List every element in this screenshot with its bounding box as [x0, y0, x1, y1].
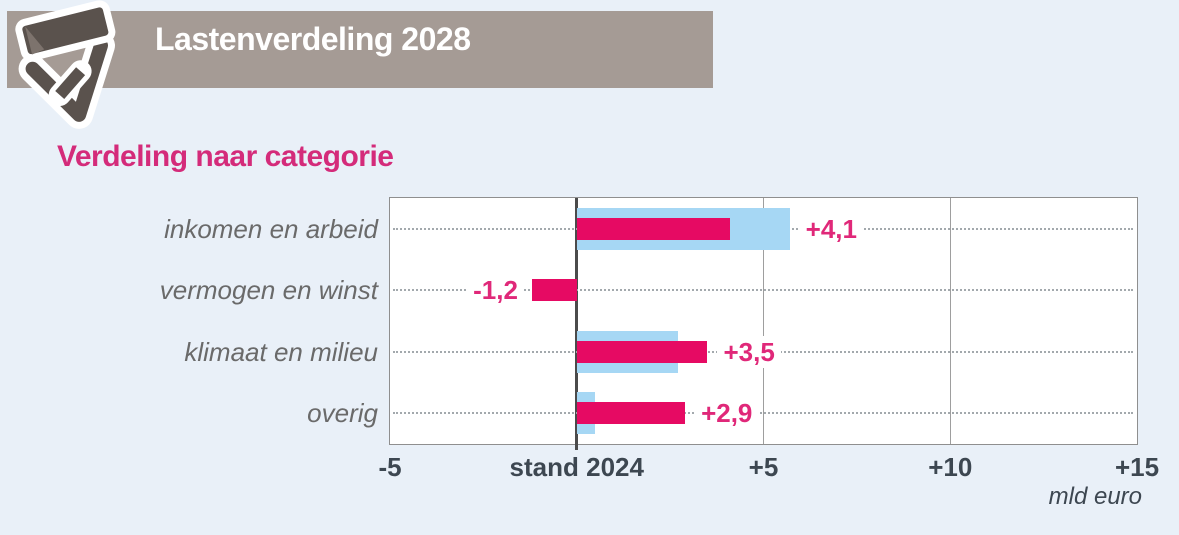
bar-value-label: +2,9: [695, 397, 759, 430]
page-title: Lastenverdeling 2028: [155, 21, 471, 57]
x-tick-label: -5: [378, 452, 402, 482]
x-tick-label: stand 2024: [509, 452, 644, 482]
x-tick-label: +15: [1114, 452, 1160, 482]
bar-value-label: +3,5: [717, 335, 781, 368]
bar-pink: [576, 217, 730, 240]
bar-value-label: +4,1: [799, 212, 863, 245]
bar-pink: [576, 402, 686, 425]
row-dotted-line: [393, 289, 1133, 292]
gridline: [763, 198, 764, 444]
category-label: inkomen en arbeid: [164, 213, 378, 244]
x-tick-label: +10: [928, 452, 973, 482]
gridline: [949, 198, 951, 444]
bar-value-label: -1,2: [467, 274, 524, 307]
wallet-icon: [15, 0, 116, 129]
category-label: vermogen en winst: [159, 275, 378, 306]
x-tick-label: +5: [748, 452, 779, 482]
zero-line: [575, 198, 579, 450]
bar-pink: [576, 340, 708, 363]
category-label: overig: [307, 398, 378, 429]
header-banner: [7, 11, 713, 88]
chart-title: Verdeling naar categorie: [57, 140, 394, 173]
axis-unit-label: mld euro: [1048, 483, 1142, 510]
row-dotted-line: [393, 412, 1133, 415]
category-label: klimaat en milieu: [184, 336, 378, 367]
bar-pink: [531, 279, 577, 302]
